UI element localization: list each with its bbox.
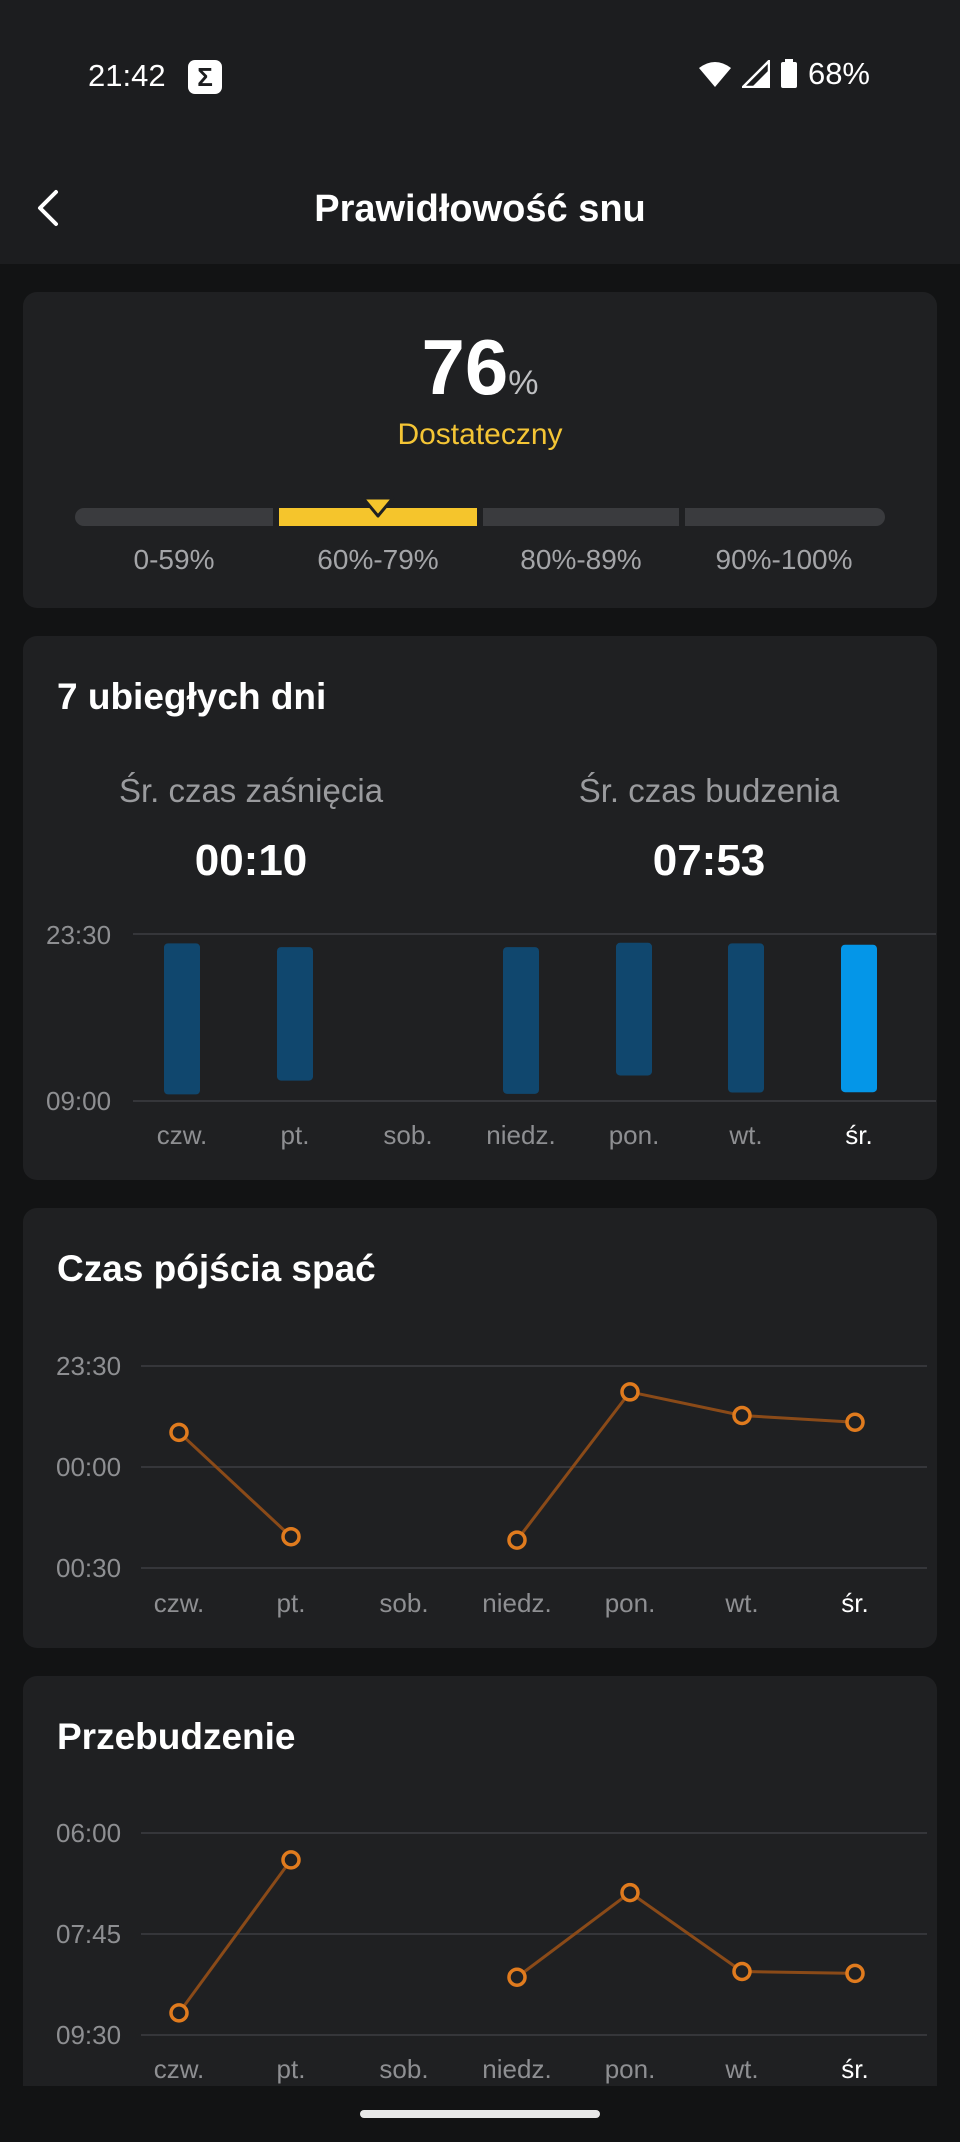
y-axis-label: 00:30 — [56, 1553, 122, 1583]
range-segment-3 — [685, 508, 885, 526]
status-icons: 68% — [698, 56, 870, 92]
data-point-6[interactable] — [845, 1963, 865, 1984]
y-axis-label-top: 23:30 — [46, 920, 112, 950]
x-axis-label: czw. — [153, 1588, 205, 1618]
x-axis-label: wt. — [729, 1120, 763, 1150]
series-line — [177, 1859, 293, 2014]
sleep-bar-4[interactable] — [616, 942, 652, 1076]
data-point-1[interactable] — [281, 1526, 301, 1547]
sleep-bar-6[interactable] — [841, 944, 877, 1093]
wake-card: Przebudzenie 06:00 07:45 09:30 czw. pt. sob.… — [23, 1676, 937, 2086]
score-grade: Dostateczny — [397, 418, 563, 451]
x-axis-label: sob. — [379, 1588, 429, 1618]
sleep-duration-chart — [164, 942, 877, 1095]
last-7-days-card: 7 ubiegłych dni Śr. czas zaśnięcia 00:10… — [23, 636, 937, 1180]
data-point-6[interactable] — [845, 1412, 865, 1432]
bedtime-chart — [169, 1382, 865, 1550]
sigma-app-icon: Σ — [188, 60, 222, 94]
avg-wake-value: 07:53 — [652, 836, 766, 885]
range-label-2: 80%-89% — [520, 544, 642, 575]
bedtime-card: Czas pójścia spać 23:30 00:00 00:30 czw. pt… — [23, 1208, 937, 1648]
series-line — [177, 1431, 293, 1538]
data-point-4[interactable] — [620, 1882, 640, 1903]
sleep-bar-5[interactable] — [728, 943, 764, 1093]
home-indicator[interactable] — [360, 2110, 600, 2118]
card-title: Przebudzenie — [57, 1716, 296, 1757]
data-point-0[interactable] — [169, 2003, 189, 2023]
avg-sleep-value: 00:10 — [194, 836, 308, 885]
data-point-3[interactable] — [507, 1530, 527, 1550]
x-axis-label: wt. — [725, 1588, 759, 1618]
score-card: 76% Dostateczny 0-59% 60%-79% 80%-89% 90… — [23, 292, 937, 608]
data-point-4[interactable] — [620, 1382, 640, 1402]
x-axis-label: pon. — [608, 1120, 660, 1150]
wifi-icon — [698, 62, 731, 87]
avg-wake-label: Śr. czas budzenia — [578, 772, 840, 809]
x-axis-label: śr. — [841, 2054, 869, 2084]
y-axis-label: 23:30 — [56, 1351, 122, 1381]
x-axis-label: pt. — [280, 1120, 310, 1150]
x-axis-label: sob. — [379, 2054, 429, 2084]
card-title: 7 ubiegłych dni — [57, 676, 327, 717]
range-segment-2 — [483, 508, 679, 526]
battery-icon — [780, 59, 797, 88]
x-axis-label: czw. — [156, 1120, 208, 1150]
x-axis-label: pon. — [604, 1588, 656, 1618]
series-line — [516, 1890, 856, 1979]
y-axis-label: 09:30 — [56, 2020, 122, 2050]
range-label-1: 60%-79% — [317, 544, 439, 575]
gridline — [141, 1567, 927, 1569]
status-time: 21:42 — [88, 58, 166, 93]
x-axis-label: pon. — [604, 2054, 656, 2084]
y-axis-label: 06:00 — [56, 1818, 122, 1848]
x-axis-label: niedz. — [482, 1588, 552, 1618]
y-axis-label: 07:45 — [56, 1919, 122, 1949]
x-axis-label: pt. — [276, 2054, 306, 2084]
sleep-bar-0[interactable] — [164, 943, 200, 1095]
sleep-bar-3[interactable] — [503, 947, 539, 1094]
signal-icon — [741, 60, 770, 88]
sleep-bar-1[interactable] — [277, 947, 313, 1081]
score-value: 76 — [421, 323, 509, 411]
gridline — [141, 1933, 927, 1935]
gridline — [141, 2034, 927, 2036]
data-point-1[interactable] — [281, 1850, 301, 1870]
data-point-3[interactable] — [507, 1967, 527, 1987]
gridline-bottom — [133, 1100, 936, 1102]
x-axis-label: pt. — [276, 1588, 306, 1618]
x-axis-label: czw. — [153, 2054, 205, 2084]
range-label-0: 0-59% — [133, 544, 215, 575]
gridline — [141, 1466, 927, 1468]
status-bar: 21:42 Σ 68% — [0, 0, 960, 152]
x-axis-label: niedz. — [482, 2054, 552, 2084]
y-axis-label: 00:00 — [56, 1452, 122, 1482]
series-line — [515, 1390, 856, 1541]
wake-time-chart — [169, 1850, 865, 2023]
score-display: 76% — [23, 322, 937, 413]
data-point-5[interactable] — [732, 1405, 752, 1426]
x-axis-label: niedz. — [486, 1120, 556, 1150]
gridline — [141, 1832, 927, 1834]
x-axis-label: wt. — [725, 2054, 759, 2084]
x-axis-label: śr. — [841, 1588, 869, 1618]
chevron-left-icon[interactable] — [30, 186, 70, 230]
data-point-5[interactable] — [732, 1961, 752, 1982]
range-segment-0 — [75, 508, 273, 526]
data-point-0[interactable] — [169, 1422, 189, 1443]
gridline-top — [133, 933, 936, 935]
score-marker-icon — [361, 496, 395, 518]
x-axis-label: śr. — [845, 1120, 873, 1150]
gridline — [141, 1365, 927, 1367]
score-unit: % — [508, 364, 539, 402]
page-title: Prawidłowość snu — [314, 188, 646, 230]
top-app-bar: Prawidłowość snu — [0, 152, 960, 264]
x-axis-label: sob. — [383, 1120, 433, 1150]
avg-sleep-label: Śr. czas zaśnięcia — [118, 772, 384, 809]
card-title: Czas pójścia spać — [57, 1248, 376, 1289]
range-label-3: 90%-100% — [715, 544, 853, 575]
battery-percent: 68% — [807, 56, 870, 91]
y-axis-label-bottom: 09:00 — [46, 1086, 112, 1116]
